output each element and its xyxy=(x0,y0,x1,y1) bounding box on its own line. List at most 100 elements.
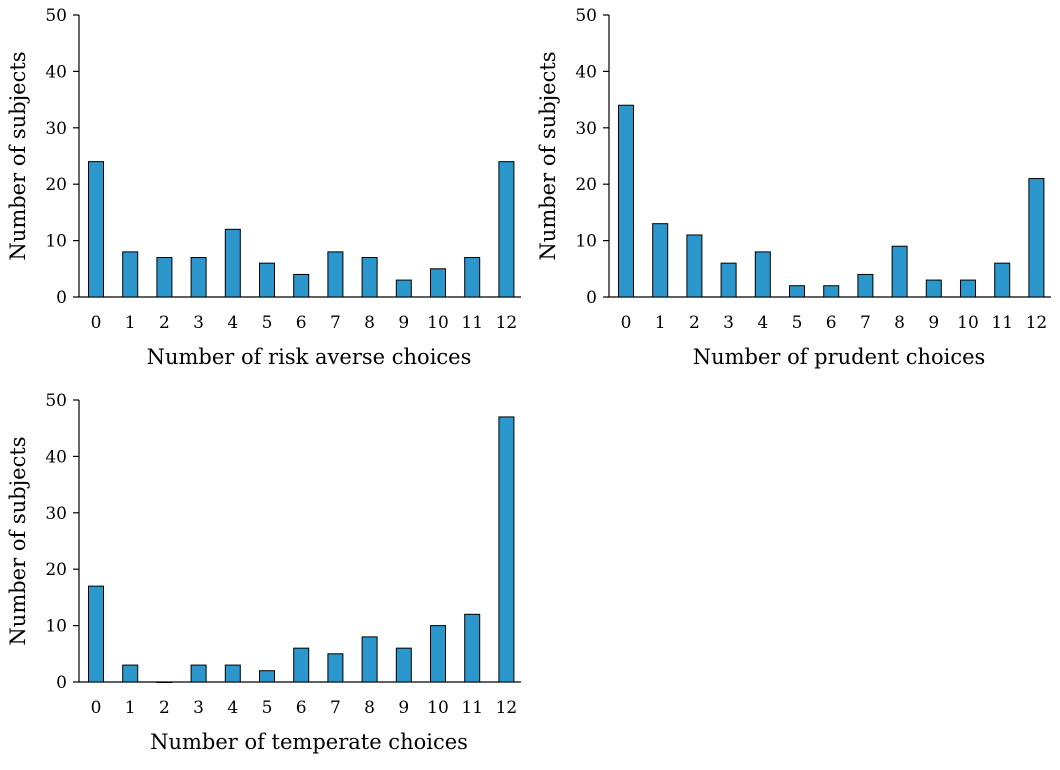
bar-1 xyxy=(652,223,669,298)
x-tick-label: 11 xyxy=(461,313,483,333)
y-tick-label: 40 xyxy=(45,62,67,82)
bar-3 xyxy=(190,257,207,298)
bar-3 xyxy=(720,262,737,298)
bar-2 xyxy=(686,234,703,298)
bar-4 xyxy=(224,228,241,298)
y-tick-label: 20 xyxy=(45,560,67,580)
y-tick-label: 50 xyxy=(45,6,67,26)
x-tick-label: 1 xyxy=(655,313,666,333)
bar-9 xyxy=(925,279,942,298)
x-axis-label: Number of temperate choices xyxy=(150,730,468,754)
bar-8 xyxy=(361,636,378,683)
bar-6 xyxy=(293,273,310,298)
bar-8 xyxy=(891,245,908,298)
y-tick-label: 40 xyxy=(575,62,597,82)
bar-7 xyxy=(857,273,874,298)
bar-12 xyxy=(498,416,515,683)
x-tick-label: 6 xyxy=(296,698,307,718)
x-axis-label: Number of risk averse choices xyxy=(147,345,472,369)
y-axis-label: Number of subjects xyxy=(6,51,30,260)
bar-3 xyxy=(190,664,207,683)
y-tick-label: 0 xyxy=(586,288,597,308)
bar-4 xyxy=(754,251,771,298)
x-tick-label: 0 xyxy=(91,698,102,718)
x-tick-label: 4 xyxy=(227,698,238,718)
x-tick-label: 8 xyxy=(364,313,375,333)
bar-11 xyxy=(464,257,481,298)
x-tick-label: 3 xyxy=(723,313,734,333)
x-tick-label: 8 xyxy=(364,698,375,718)
x-tick-label: 9 xyxy=(398,698,409,718)
y-axis-label: Number of subjects xyxy=(536,51,560,260)
x-tick-label: 6 xyxy=(826,313,837,333)
x-tick-label: 4 xyxy=(757,313,768,333)
x-tick-label: 12 xyxy=(496,698,518,718)
x-tick-label: 10 xyxy=(957,313,979,333)
x-tick-label: 11 xyxy=(461,698,483,718)
bar-9 xyxy=(395,279,412,298)
bar-0 xyxy=(618,104,634,298)
x-tick-label: 9 xyxy=(398,313,409,333)
x-tick-label: 10 xyxy=(427,313,449,333)
x-tick-label: 11 xyxy=(991,313,1013,333)
y-tick-label: 0 xyxy=(56,673,67,693)
bar-12 xyxy=(498,161,515,298)
y-tick-label: 20 xyxy=(45,175,67,195)
x-tick-label: 1 xyxy=(125,698,136,718)
y-tick-label: 30 xyxy=(45,119,67,139)
y-tick-label: 10 xyxy=(575,232,597,252)
x-tick-label: 2 xyxy=(159,313,170,333)
bar-11 xyxy=(464,613,481,683)
y-tick-label: 10 xyxy=(45,232,67,252)
bar-4 xyxy=(224,664,241,683)
x-tick-label: 0 xyxy=(621,313,632,333)
x-tick-label: 12 xyxy=(496,313,518,333)
bar-10 xyxy=(430,625,446,683)
x-tick-label: 5 xyxy=(792,313,803,333)
bar-2 xyxy=(156,681,173,683)
x-tick-label: 3 xyxy=(193,313,204,333)
x-tick-label: 1 xyxy=(125,313,136,333)
bar-6 xyxy=(823,285,840,298)
x-tick-label: 7 xyxy=(330,698,341,718)
x-tick-label: 5 xyxy=(262,698,273,718)
y-tick-label: 30 xyxy=(45,504,67,524)
bar-7 xyxy=(327,653,344,683)
y-tick-label: 10 xyxy=(45,617,67,637)
x-tick-label: 4 xyxy=(227,313,238,333)
bar-2 xyxy=(156,257,173,298)
bar-7 xyxy=(327,251,344,298)
bar-5 xyxy=(259,262,275,298)
x-tick-label: 7 xyxy=(860,313,871,333)
x-tick-label: 6 xyxy=(296,313,307,333)
bar-10 xyxy=(960,279,976,298)
bar-1 xyxy=(122,664,139,683)
y-tick-label: 50 xyxy=(575,6,597,26)
bar-8 xyxy=(361,257,378,298)
bar-0 xyxy=(88,161,104,298)
x-tick-label: 12 xyxy=(1026,313,1048,333)
y-tick-label: 50 xyxy=(45,391,67,411)
bar-10 xyxy=(430,268,446,298)
x-tick-label: 8 xyxy=(894,313,905,333)
bar-5 xyxy=(789,285,805,298)
x-tick-label: 2 xyxy=(159,698,170,718)
x-tick-label: 9 xyxy=(928,313,939,333)
bar-5 xyxy=(259,670,275,683)
y-tick-label: 20 xyxy=(575,175,597,195)
y-axis-label: Number of subjects xyxy=(6,436,30,645)
bar-0 xyxy=(88,585,104,683)
bar-6 xyxy=(293,647,310,683)
bar-9 xyxy=(395,647,412,683)
x-tick-label: 5 xyxy=(262,313,273,333)
x-tick-label: 3 xyxy=(193,698,204,718)
y-tick-label: 30 xyxy=(575,119,597,139)
x-tick-label: 2 xyxy=(689,313,700,333)
bar-1 xyxy=(122,251,139,298)
bar-12 xyxy=(1028,178,1045,298)
y-tick-label: 0 xyxy=(56,288,67,308)
